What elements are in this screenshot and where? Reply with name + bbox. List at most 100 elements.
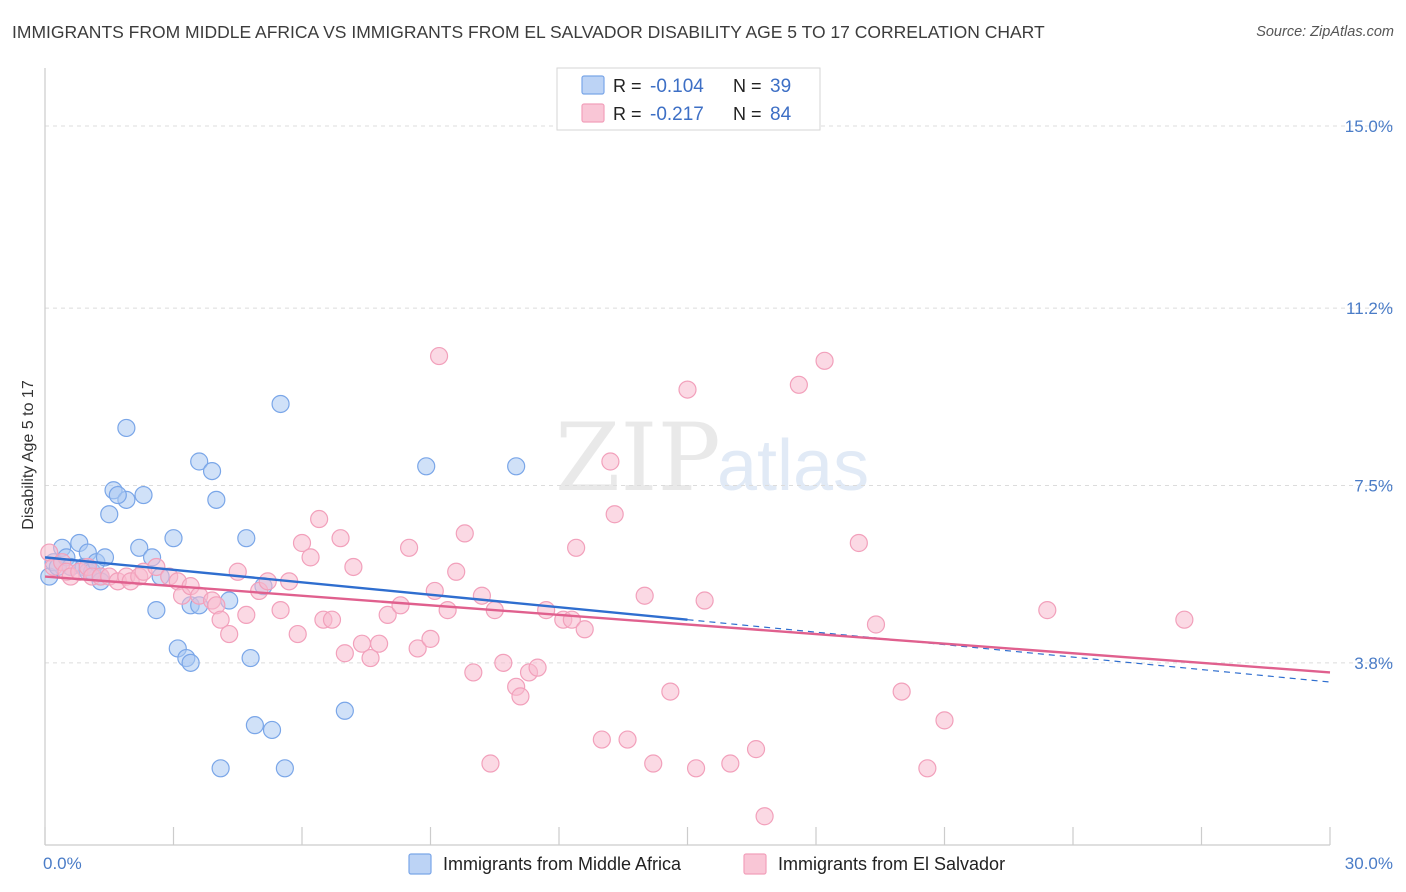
point-middle-africa: [207, 490, 226, 509]
y-tick-label: 11.2%: [1346, 299, 1393, 318]
point-middle-africa: [237, 529, 256, 548]
y-axis-title: Disability Age 5 to 17: [20, 380, 37, 530]
trend-line-middle-africa-extension: [687, 619, 1331, 683]
point-el-salvador: [866, 615, 886, 634]
point-el-salvador: [1175, 610, 1194, 629]
point-middle-africa: [108, 485, 127, 505]
grid: [45, 125, 1395, 664]
x-tick-label: 30.0%: [1345, 854, 1393, 873]
trend-line-middle-africa: [44, 556, 688, 621]
point-el-salvador: [408, 639, 427, 658]
point-middle-africa: [335, 701, 354, 720]
legend-bottom: Immigrants from Middle Africa Immigrants…: [408, 853, 1005, 875]
legend-n-value-1: 39: [770, 76, 791, 97]
point-el-salvador: [601, 452, 620, 471]
point-el-salvador: [644, 754, 663, 773]
watermark-atlas: atlas: [717, 426, 869, 506]
point-el-salvador: [678, 380, 697, 399]
point-el-salvador: [789, 375, 808, 394]
point-el-salvador: [421, 629, 440, 648]
point-el-salvador: [455, 524, 474, 543]
point-el-salvador: [481, 754, 500, 773]
point-middle-africa: [190, 452, 209, 471]
y-tick-label: 15.0%: [1345, 117, 1393, 136]
point-el-salvador: [721, 754, 740, 773]
tick-labels: 3.8% 7.5% 11.2% 15.0% 0.0% 30.0%: [43, 117, 1393, 873]
axes: [44, 68, 1331, 846]
point-el-salvador: [892, 682, 911, 701]
point-el-salvador: [635, 586, 654, 605]
point-middle-africa: [241, 648, 260, 668]
point-el-salvador: [567, 538, 586, 557]
point-middle-africa: [275, 759, 294, 778]
trend-line-el-salvador: [44, 575, 1331, 674]
point-el-salvador: [361, 648, 380, 668]
point-el-salvador: [391, 596, 410, 615]
point-el-salvador: [237, 605, 256, 625]
point-el-salvador: [322, 610, 342, 629]
watermark: ZIP atlas: [555, 404, 869, 513]
watermark-zip: ZIP: [555, 404, 721, 513]
point-el-salvador: [438, 601, 457, 620]
point-el-salvador: [301, 548, 320, 567]
x-tick-label: 0.0%: [43, 854, 82, 873]
point-middle-africa: [245, 716, 264, 735]
point-el-salvador: [661, 682, 680, 701]
point-el-salvador: [605, 505, 624, 524]
point-middle-africa: [262, 720, 282, 740]
point-el-salvador: [464, 663, 483, 682]
point-middle-africa: [271, 394, 290, 414]
legend-n-label-1: N =: [733, 76, 762, 96]
point-el-salvador: [592, 730, 611, 749]
point-el-salvador: [695, 591, 714, 610]
point-el-salvador: [447, 562, 466, 581]
legend-bottom-swatch-blue: [408, 853, 432, 875]
point-el-salvador: [399, 538, 419, 557]
point-el-salvador: [815, 351, 834, 370]
point-el-salvador: [1038, 601, 1057, 620]
point-el-salvador: [575, 620, 594, 639]
legend-n-label-2: N =: [733, 104, 762, 124]
point-middle-africa: [202, 461, 222, 481]
point-el-salvador: [511, 687, 530, 706]
point-el-salvador: [310, 509, 329, 529]
legend-n-value-2: 84: [770, 104, 792, 125]
point-el-salvador: [618, 730, 637, 749]
point-middle-africa: [117, 418, 136, 438]
point-middle-africa: [507, 457, 526, 476]
point-el-salvador: [335, 644, 354, 663]
point-middle-africa: [417, 457, 436, 476]
legend-top-swatch-blue: [581, 75, 605, 95]
point-el-salvador: [378, 605, 397, 625]
point-middle-africa: [181, 653, 200, 672]
point-middle-africa: [147, 601, 166, 620]
legend-r-label-2: R =: [613, 104, 642, 124]
point-el-salvador: [746, 740, 766, 759]
legend-bottom-label-pink: Immigrants from El Salvador: [778, 854, 1005, 874]
point-middle-africa: [134, 485, 153, 505]
legend-bottom-label-blue: Immigrants from Middle Africa: [443, 854, 682, 874]
trend-lines: [44, 556, 1331, 683]
legend-r-value-1: -0.104: [650, 76, 704, 97]
point-middle-africa: [100, 505, 119, 524]
point-el-salvador: [271, 601, 290, 620]
legend-r-value-2: -0.217: [650, 104, 704, 125]
point-middle-africa: [164, 529, 183, 548]
point-el-salvador: [918, 759, 937, 778]
point-el-salvador: [537, 601, 556, 620]
source-credit: Source: ZipAtlas.com: [1256, 24, 1394, 40]
legend-r-label-1: R =: [613, 76, 642, 96]
chart-title: IMMIGRANTS FROM MIDDLE AFRICA VS IMMIGRA…: [12, 22, 1045, 42]
series-middle-africa: [40, 394, 526, 778]
point-el-salvador: [288, 624, 307, 644]
point-el-salvador: [331, 529, 350, 548]
point-el-salvador: [370, 634, 389, 653]
point-el-salvador: [494, 653, 513, 672]
point-el-salvador: [258, 572, 277, 591]
point-el-salvador: [429, 346, 449, 366]
y-tick-label: 7.5%: [1354, 476, 1393, 495]
point-el-salvador: [528, 658, 547, 677]
point-el-salvador: [220, 624, 239, 644]
point-el-salvador: [849, 533, 868, 553]
